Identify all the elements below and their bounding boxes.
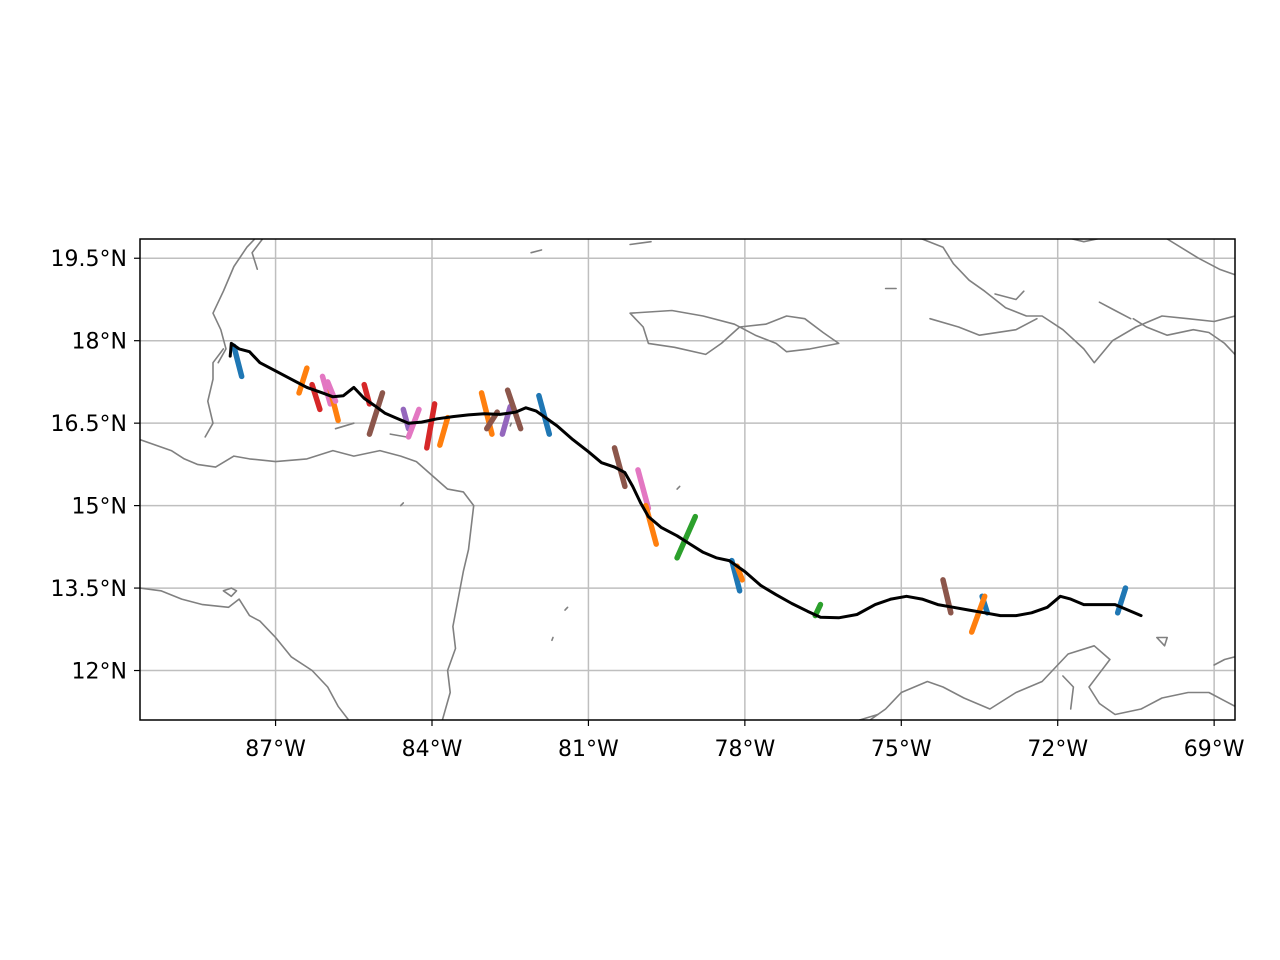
coastline-13 (530, 249, 543, 254)
coastline-6 (389, 433, 407, 438)
segment-26 (968, 593, 988, 635)
y-tick-label-4: 13.5°N (51, 577, 127, 602)
x-tick-label-4: 75°W (871, 737, 932, 762)
segment-11 (437, 414, 451, 448)
coastline-7 (334, 422, 355, 430)
x-tick-label-1: 84°W (402, 737, 463, 762)
segment-21 (729, 557, 743, 594)
coastline-18 (1132, 317, 1235, 356)
segment-19 (643, 502, 659, 547)
coastline-26 (551, 636, 554, 642)
coastline-0 (212, 239, 256, 364)
segment-10 (424, 401, 438, 451)
observation-segments (231, 343, 1129, 635)
coastline-21 (1156, 636, 1168, 647)
coastline-28 (399, 502, 405, 507)
coastline-14 (629, 240, 652, 246)
y-tick-labels: 19.5°N 18°N 16.5°N 15°N 13.5°N 12°N (51, 247, 140, 685)
coastlines (140, 239, 1235, 720)
x-tick-labels: 87°W 84°W 81°W 78°W 75°W 72°W 69°W (245, 720, 1245, 762)
coastline-8 (629, 309, 840, 356)
coastline-1 (251, 239, 264, 270)
coastline-22 (1213, 656, 1235, 666)
y-tick-label-5: 12°N (72, 660, 127, 685)
x-tick-label-0: 87°W (245, 737, 306, 762)
x-tick-label-2: 81°W (558, 737, 619, 762)
x-tick-label-6: 69°W (1184, 737, 1245, 762)
y-tick-label-1: 18°N (72, 330, 127, 355)
plot-background (140, 239, 1235, 720)
coastline-24 (676, 485, 681, 490)
segment-17 (611, 445, 628, 490)
y-tick-label-3: 15°N (72, 495, 127, 520)
x-tick-label-5: 72°W (1027, 737, 1088, 762)
segment-8 (400, 406, 412, 432)
x-tick-label-3: 78°W (714, 737, 775, 762)
y-tick-label-2: 16.5°N (51, 412, 127, 437)
coastline-16 (1069, 239, 1101, 243)
coastline-5 (222, 587, 238, 598)
coastline-2 (204, 348, 225, 438)
coastline-10 (929, 317, 1038, 336)
coastline-11 (994, 290, 1025, 301)
coastline-19 (869, 645, 1235, 720)
segment-7 (366, 390, 386, 437)
coastline-27 (509, 422, 513, 427)
track-line (228, 341, 1143, 620)
storm-track (228, 341, 1143, 620)
segment-27 (1114, 585, 1129, 616)
coastline-4 (140, 587, 350, 720)
segment-0 (231, 343, 245, 380)
segment-18 (635, 467, 652, 512)
map-frame (139, 238, 1236, 721)
segment-15 (504, 387, 524, 432)
coastline-9 (912, 239, 1235, 364)
coastline-23 (858, 713, 879, 720)
coastline-25 (564, 606, 569, 611)
coastline-20 (1062, 675, 1075, 710)
coastline-12 (1166, 239, 1235, 276)
coastline-17 (1098, 301, 1132, 320)
segment-1 (296, 365, 310, 396)
segment-20 (674, 513, 699, 561)
y-tick-label-0: 19.5°N (51, 247, 127, 272)
segment-3 (319, 373, 334, 407)
coastline-3 (140, 438, 475, 720)
segment-14 (499, 403, 513, 437)
